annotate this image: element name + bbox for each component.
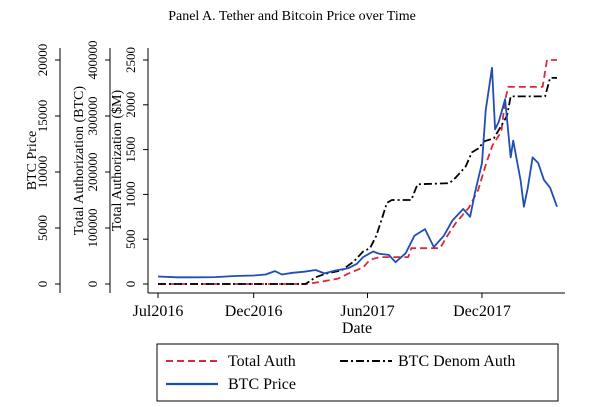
y-tick-label: 2000 xyxy=(123,92,138,118)
series-line-total-auth xyxy=(158,59,557,285)
y-tick-label: 1000 xyxy=(123,181,138,207)
y-tick-label: 10000 xyxy=(35,156,50,189)
y-axis-label: BTC Price xyxy=(25,131,40,191)
legend-box xyxy=(156,343,559,402)
y-tick-label: 1500 xyxy=(123,137,138,163)
x-tick-label: Jul2016 xyxy=(133,303,184,320)
legend: Total Auth BTC Denom Auth BTC Price xyxy=(156,343,559,402)
y-tick-label: 2500 xyxy=(123,47,138,73)
y-tick-label: 0 xyxy=(123,281,138,288)
y-tick-label: 500 xyxy=(123,229,138,249)
x-tick-label: Jun2017 xyxy=(340,303,394,320)
y-tick-label: 0 xyxy=(85,281,100,288)
y-axis-total-authorization-m: 0 500 1000 1500 2000 2500 Total Authorization … xyxy=(110,47,149,293)
y-tick-label: 0 xyxy=(35,281,50,288)
legend-label-btc-price: BTC Price xyxy=(228,376,296,393)
y-axis-label: Total Authorization (BTC) xyxy=(72,86,87,235)
plot-area xyxy=(157,59,558,285)
y-axis-total-authorization-btc: 0 100000 200000 300000 400000 Total Authoriza… xyxy=(72,41,111,293)
x-axis: Jul2016 Dec2016 Jun2017 Dec2017 xyxy=(133,292,565,320)
y-tick-label: 300000 xyxy=(85,97,100,136)
series-line-btc-denom-auth xyxy=(158,77,557,285)
legend-label-btc-denom-auth: BTC Denom Auth xyxy=(398,353,515,370)
y-axis-label: Total Authorization ($M) xyxy=(110,90,125,232)
y-tick-label: 200000 xyxy=(85,153,100,192)
legend-label-total-auth: Total Auth xyxy=(228,353,296,370)
x-tick-label: Dec2017 xyxy=(453,303,511,320)
y-axis-btc-price: 0 5000 10000 15000 20000 BTC Price xyxy=(25,44,61,293)
y-tick-label: 400000 xyxy=(85,41,100,80)
x-axis-label: Date xyxy=(342,320,372,337)
y-tick-label: 20000 xyxy=(35,44,50,77)
x-tick-label: Dec2016 xyxy=(225,303,283,320)
chart-title: Panel A. Tether and Bitcoin Price over T… xyxy=(168,9,416,24)
y-tick-label: 100000 xyxy=(85,209,100,248)
y-tick-label: 5000 xyxy=(35,215,50,241)
series-line-btc-price xyxy=(157,66,558,279)
y-tick-label: 15000 xyxy=(35,100,50,133)
